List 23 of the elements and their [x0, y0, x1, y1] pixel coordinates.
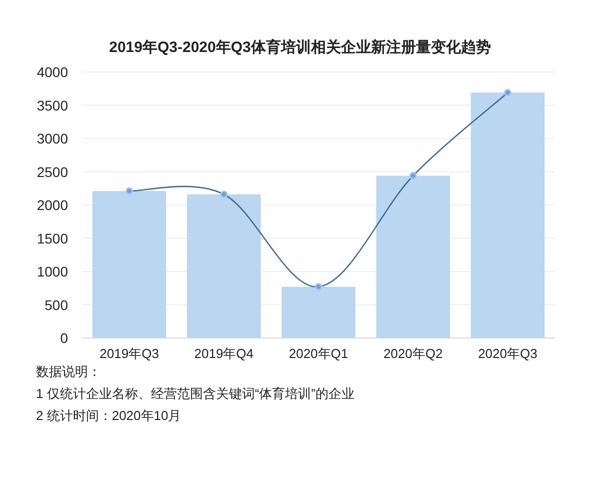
- text: 1 仅统计企业名称、经营范围含关键词“体育培训”的企业: [36, 386, 354, 401]
- x-tick-label: 2020年Q1: [288, 346, 348, 361]
- x-tick-label: 2020年Q2: [383, 346, 443, 361]
- y-tick-label: 0: [60, 330, 68, 346]
- y-tick-label: 2500: [36, 164, 68, 180]
- text: 数据说明：: [36, 364, 101, 379]
- y-tick-label: 3000: [36, 130, 68, 146]
- bar: [92, 191, 166, 338]
- bar: [376, 176, 450, 338]
- bar: [470, 92, 545, 338]
- y-tick-label: 500: [44, 296, 68, 313]
- x-tick-label: 2020年Q3: [478, 346, 538, 361]
- x-tick-label: 2019年Q4: [194, 346, 254, 361]
- text: 2 统计时间：2020年10月: [36, 408, 182, 423]
- y-tick-label: 3500: [36, 97, 68, 114]
- y-tick-label: 1000: [36, 264, 68, 280]
- x-tick-label: 2019年Q3: [100, 346, 159, 361]
- bar: [187, 194, 261, 338]
- y-tick-label: 4000: [36, 64, 68, 80]
- y-tick-label: 1500: [36, 230, 68, 246]
- chart-title: 2019年Q3-2020年Q3体育培训相关企业新注册量变化趋势: [109, 38, 491, 56]
- bar: [282, 286, 356, 338]
- y-tick-label: 2000: [36, 197, 68, 213]
